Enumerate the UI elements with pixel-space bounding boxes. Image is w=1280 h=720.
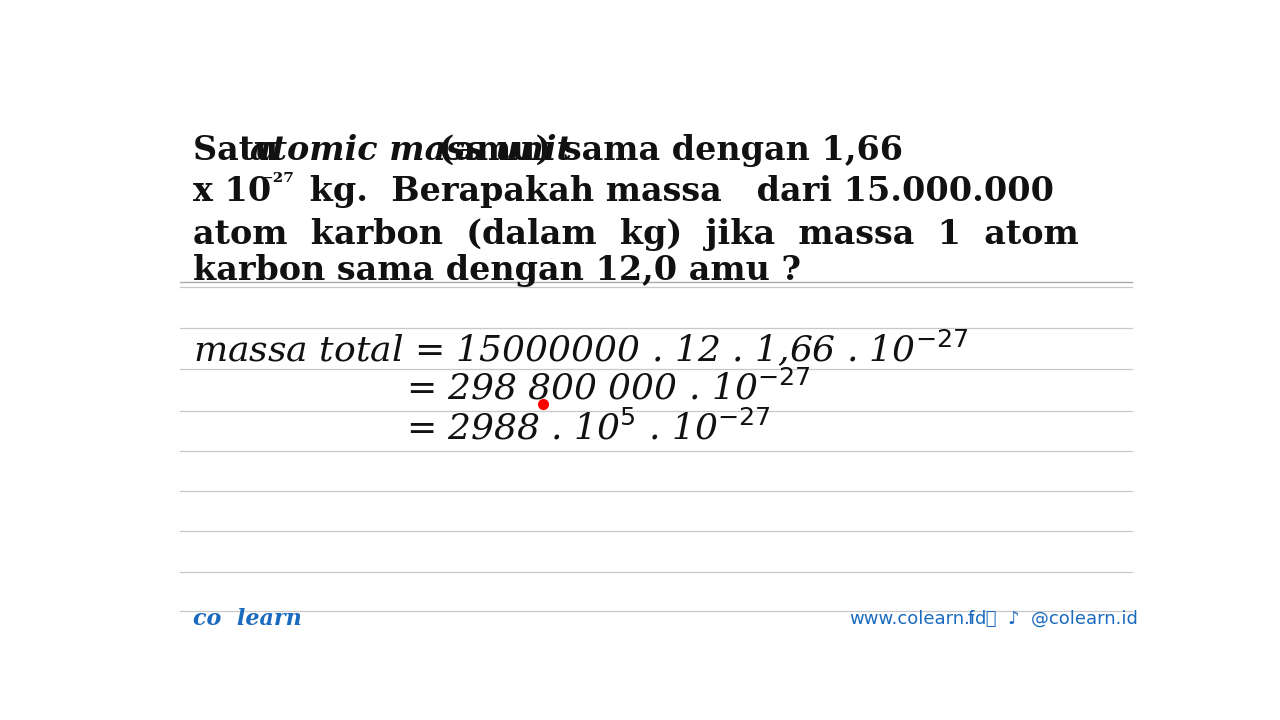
Text: atom  karbon  (dalam  kg)  jika  massa  1  atom: atom karbon (dalam kg) jika massa 1 atom — [193, 218, 1079, 251]
Text: (amu) sama dengan 1,66: (amu) sama dengan 1,66 — [426, 133, 902, 166]
Text: massa total = 15000000 . 12 . 1,66 . 10$^{-27}$: massa total = 15000000 . 12 . 1,66 . 10$… — [193, 328, 969, 369]
Text: atomic mass unit: atomic mass unit — [251, 133, 572, 166]
Text: karbon sama dengan 12,0 amu ?: karbon sama dengan 12,0 amu ? — [193, 254, 801, 287]
Text: www.colearn.id: www.colearn.id — [850, 610, 987, 628]
Text: x 10: x 10 — [193, 175, 271, 208]
Text: = 2988 . 10$^{5}$ . 10$^{-27}$: = 2988 . 10$^{5}$ . 10$^{-27}$ — [406, 410, 771, 447]
Text: Satu: Satu — [193, 133, 289, 166]
Text: ⁻²⁷: ⁻²⁷ — [260, 171, 294, 194]
Text: co  learn: co learn — [193, 608, 302, 629]
Text: = 298 800 000 . 10$^{-27}$: = 298 800 000 . 10$^{-27}$ — [406, 370, 812, 407]
Text: f  ⓞ  ♪  @colearn.id: f ⓞ ♪ @colearn.id — [969, 610, 1138, 628]
Text: kg.  Berapakah massa   dari 15.000.000: kg. Berapakah massa dari 15.000.000 — [298, 175, 1053, 208]
